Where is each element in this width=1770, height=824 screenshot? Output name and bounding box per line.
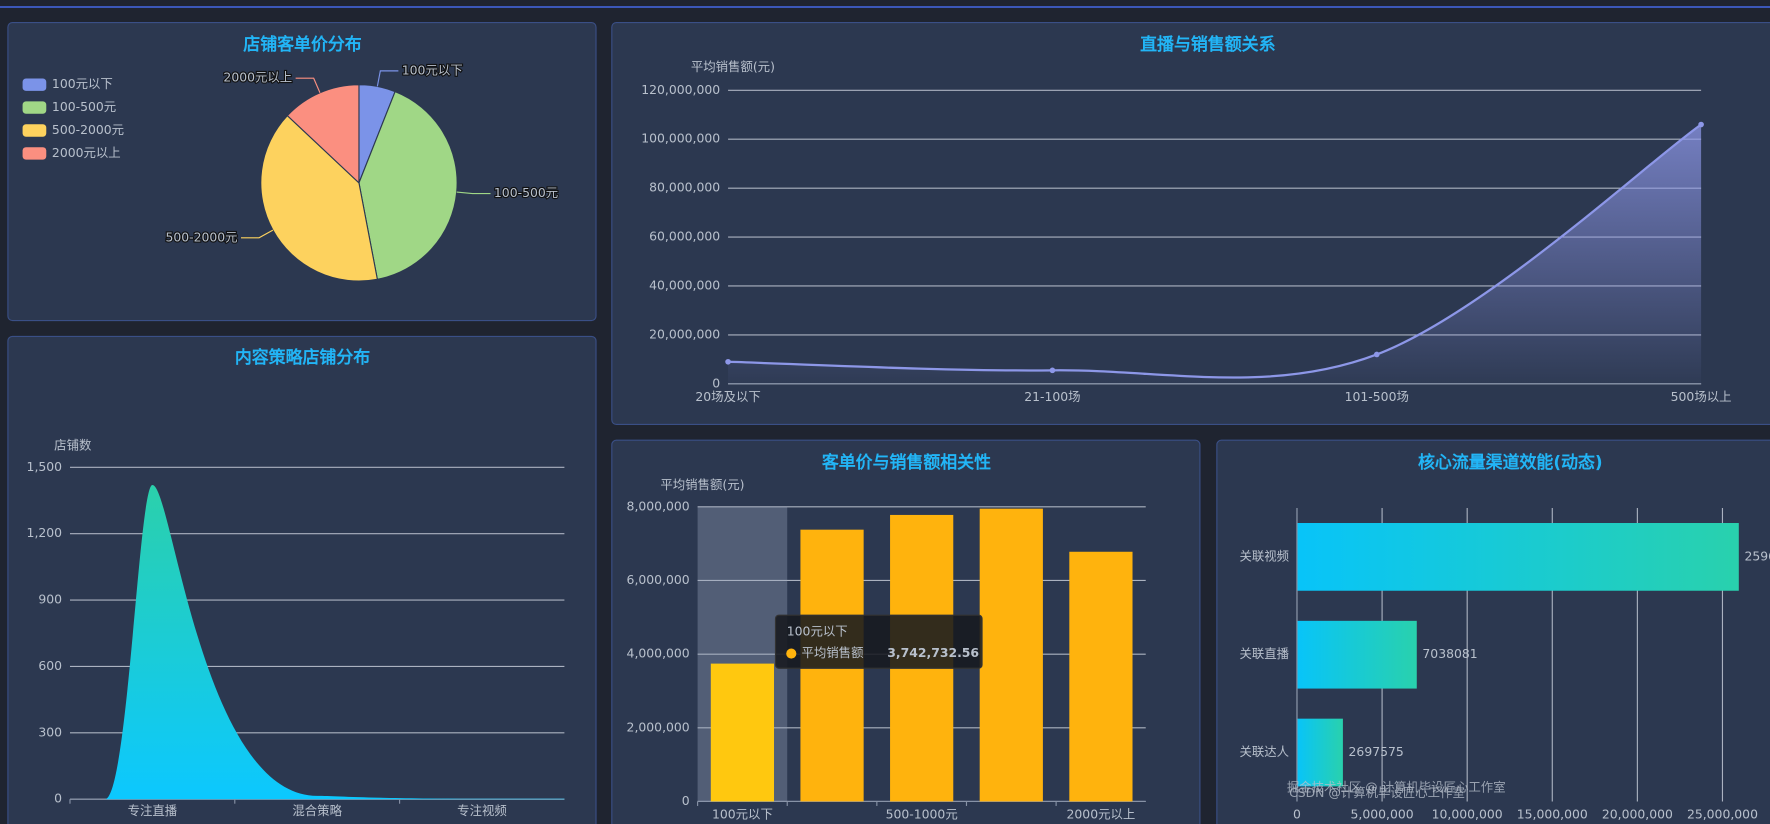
legend-label: 500-2000元 [52,122,124,137]
tooltip [774,614,983,669]
y-tick-label: 关联视频 [1239,548,1289,563]
chart-title: 店铺客单价分布 [243,34,362,54]
tooltip-value: 3,742,732.56 [887,645,979,660]
watermark: CSDN @计算机毕设匠心工作室 [1289,785,1465,800]
x-tick-label: 500-1000元 [886,806,958,821]
line-area [728,124,1702,384]
y-tick-label: 120,000,000 [641,82,720,97]
slice-label: 2000元以上 [223,70,292,85]
x-tick-label: 20,000,000 [1602,806,1673,821]
slice-label: 100元以下 [402,62,463,77]
chart-title: 客单价与销售额相关性 [821,452,991,472]
charts: 店铺客单价分布 100元以下 100-500元 500-2000元 2000元以上 100… [7,22,1770,824]
x-tick-label: 101-500场 [1345,389,1409,404]
x-tick-label: 0 [1293,806,1301,821]
line-point [1373,351,1380,358]
x-tick-label: 2000元以上 [1067,806,1136,821]
tooltip-series: 平均销售额 [801,645,864,660]
legend-swatch [22,124,47,137]
bar [1069,551,1133,802]
y-tick-label: 100,000,000 [641,131,720,146]
chart-title: 核心流量渠道效能(动态) [1418,452,1603,472]
x-tick-label: 100元以下 [712,806,773,821]
x-tick-label: 10,000,000 [1432,806,1503,821]
panel [7,335,597,824]
x-tick-label: 20场及以下 [695,389,760,404]
x-tick-label: 混合策略 [292,803,342,818]
legend-swatch [22,101,47,114]
line [728,123,1702,379]
y-tick-label: 40,000,000 [649,277,720,292]
y-axis-title: 平均销售额(元) [691,59,775,74]
label-line [456,191,491,195]
chart-title: 直播与销售额关系 [1140,34,1275,54]
value-label: 2697575 [1349,744,1404,759]
y-axis-title: 店铺数 [54,437,92,452]
bar [1296,620,1417,689]
bar [1296,523,1739,591]
legend-swatch [22,78,47,91]
y-tick-label: 80,000,000 [649,180,720,195]
tooltip-marker [786,648,797,659]
x-tick-label: 专注直播 [128,803,178,818]
line-point [1698,121,1704,128]
x-tick-label: 5,000,000 [1351,806,1414,821]
y-tick-label: 8,000,000 [627,498,690,513]
legend-label: 2000元以上 [52,145,121,160]
slice-label: 100-500元 [494,185,558,200]
label-line [240,229,274,239]
y-tick-label: 0 [712,375,720,390]
y-tick-label: 2,000,000 [627,719,690,734]
line-point [1049,367,1056,374]
x-tick-label: 15,000,000 [1517,806,1588,821]
x-tick-label: 500场以上 [1671,389,1732,404]
value-label: 7038081 [1422,646,1477,661]
y-tick-label: 20,000,000 [649,326,720,341]
legend-label: 100元以下 [52,76,113,91]
line-point [725,358,731,365]
y-tick-label: 600 [38,658,62,673]
bar [710,663,775,802]
legend-label: 100-500元 [52,99,116,114]
y-tick-label: 0 [682,793,690,808]
bar [1296,718,1343,787]
y-tick-label: 0 [54,791,62,806]
label-line [376,70,399,87]
y-tick-label: 300 [38,724,62,739]
label-line [295,77,321,93]
tooltip-title: 100元以下 [787,624,848,639]
bar [979,508,1043,802]
slice-label: 500-2000元 [165,229,237,244]
y-tick-label: 1,500 [27,459,63,474]
area [104,485,565,800]
y-tick-label: 1,200 [27,525,63,540]
y-tick-label: 6,000,000 [627,572,690,587]
y-tick-label: 关联达人 [1239,744,1289,759]
chart-title: 内容策略店铺分布 [235,347,370,367]
y-tick-label: 900 [38,592,62,607]
x-tick-label: 25,000,000 [1687,806,1758,821]
y-tick-label: 关联直播 [1239,646,1289,661]
x-tick-label: 21-100场 [1024,389,1080,404]
y-tick-label: 60,000,000 [649,229,720,244]
value-label: 25960000 [1744,548,1770,563]
y-tick-label: 4,000,000 [627,646,690,661]
y-axis-title: 平均销售额(元) [660,477,744,492]
pie-slice [358,90,458,280]
legend-swatch [22,147,47,160]
x-tick-label: 专注视频 [457,803,507,818]
watermark: 掘金技术社区 @ 计算机毕设匠心工作室 [1287,779,1506,794]
